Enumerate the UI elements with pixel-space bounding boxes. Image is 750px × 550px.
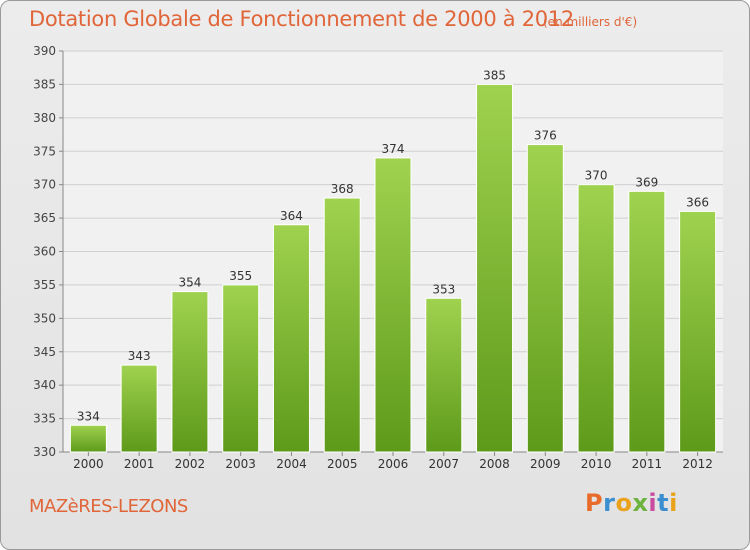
x-tick-label: 2011 [632, 457, 663, 471]
bar [476, 83, 514, 453]
y-tick-label: 330 [33, 445, 56, 459]
bar-value-label: 376 [534, 129, 557, 143]
bar [628, 190, 666, 453]
x-tick-label: 2000 [73, 457, 104, 471]
bar-value-label: 369 [635, 175, 658, 189]
x-tick-label: 2002 [175, 457, 206, 471]
x-tick-label: 2009 [530, 457, 561, 471]
x-tick-label: 2012 [682, 457, 713, 471]
proxiti-logo[interactable]: Proxiti [585, 489, 678, 517]
y-tick-label: 390 [33, 44, 56, 58]
x-tick-label: 2006 [378, 457, 409, 471]
bar-value-label: 334 [77, 409, 100, 423]
chart-title: Dotation Globale de Fonctionnement de 20… [29, 7, 574, 31]
bar-value-label: 370 [585, 169, 608, 183]
x-tick-label: 2008 [479, 457, 510, 471]
x-tick-label: 2007 [428, 457, 459, 471]
chart-unit-note: (en milliers d'€) [543, 15, 638, 29]
x-tick-label: 2005 [327, 457, 358, 471]
bar-value-label: 354 [178, 276, 201, 290]
bar-value-label: 364 [280, 209, 303, 223]
bar-value-label: 353 [432, 282, 455, 296]
bar-value-label: 355 [229, 269, 252, 283]
x-tick-label: 2004 [276, 457, 307, 471]
y-tick-label: 380 [33, 111, 56, 125]
bar-value-label: 385 [483, 68, 506, 82]
bar [272, 224, 310, 453]
bar [69, 424, 107, 453]
bar [171, 291, 209, 453]
bar-value-label: 374 [382, 142, 405, 156]
bar-value-label: 343 [128, 349, 151, 363]
bar [679, 210, 717, 453]
bar [222, 284, 260, 453]
bar [526, 144, 564, 453]
y-tick-label: 370 [33, 178, 56, 192]
x-tick-label: 2001 [124, 457, 155, 471]
y-tick-label: 375 [33, 144, 56, 158]
y-tick-label: 355 [33, 278, 56, 292]
bar [374, 157, 412, 453]
bar [323, 197, 361, 453]
y-tick-label: 350 [33, 311, 56, 325]
bar [577, 184, 615, 453]
bar [425, 297, 463, 453]
bar-value-label: 366 [686, 195, 709, 209]
x-tick-label: 2003 [225, 457, 256, 471]
y-tick-label: 335 [33, 412, 56, 426]
bar [120, 364, 158, 453]
commune-name: MAZèRES-LEZONS [29, 496, 188, 517]
y-tick-label: 360 [33, 245, 56, 259]
y-tick-label: 385 [33, 77, 56, 91]
y-tick-label: 345 [33, 345, 56, 359]
bar-value-label: 368 [331, 182, 354, 196]
x-tick-label: 2010 [581, 457, 612, 471]
y-tick-label: 340 [33, 378, 56, 392]
y-tick-label: 365 [33, 211, 56, 225]
